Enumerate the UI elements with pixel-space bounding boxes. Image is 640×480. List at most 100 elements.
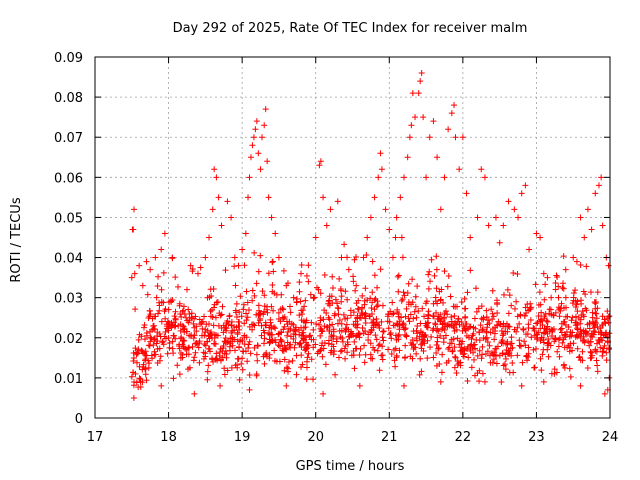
- data-point: [277, 336, 284, 343]
- data-point: [336, 328, 343, 335]
- data-point: [573, 301, 580, 308]
- data-point: [417, 328, 424, 335]
- data-point: [174, 362, 181, 369]
- data-point: [544, 323, 551, 330]
- data-point: [308, 319, 315, 326]
- data-point: [316, 162, 323, 169]
- data-point: [339, 338, 346, 345]
- data-point: [246, 386, 253, 393]
- data-point: [221, 324, 228, 331]
- data-point: [598, 174, 605, 181]
- data-point: [377, 150, 384, 157]
- data-point: [491, 356, 498, 363]
- data-point: [479, 351, 486, 358]
- data-point: [317, 317, 324, 324]
- data-point: [268, 325, 275, 332]
- data-point: [264, 303, 271, 310]
- data-point: [130, 226, 137, 233]
- data-point: [253, 311, 260, 318]
- data-point: [594, 362, 601, 369]
- data-point: [542, 311, 549, 318]
- data-point: [206, 345, 213, 352]
- data-point: [524, 331, 531, 338]
- data-point: [601, 390, 608, 397]
- data-point: [226, 343, 233, 350]
- data-point: [332, 296, 339, 303]
- data-point: [235, 262, 242, 269]
- data-point: [518, 190, 525, 197]
- data-point: [502, 355, 509, 362]
- data-point: [228, 364, 235, 371]
- data-point: [444, 311, 451, 318]
- data-point: [380, 328, 387, 335]
- data-point: [177, 311, 184, 318]
- data-point: [479, 343, 486, 350]
- data-point: [338, 293, 345, 300]
- data-point: [435, 345, 442, 352]
- data-point: [203, 321, 210, 328]
- data-point: [236, 309, 243, 316]
- data-point: [338, 298, 345, 305]
- data-point: [400, 321, 407, 328]
- data-point: [376, 341, 383, 348]
- data-point: [394, 309, 401, 316]
- data-point: [444, 323, 451, 330]
- data-point: [344, 296, 351, 303]
- data-point: [462, 314, 469, 321]
- data-point: [284, 368, 291, 375]
- data-point: [312, 341, 319, 348]
- data-point: [147, 266, 154, 273]
- data-point: [532, 281, 539, 288]
- data-point: [592, 310, 599, 317]
- data-point: [452, 303, 459, 310]
- data-point: [176, 371, 183, 378]
- data-point: [238, 360, 245, 367]
- data-point: [492, 324, 499, 331]
- data-point: [582, 291, 589, 298]
- data-point: [592, 300, 599, 307]
- data-point: [439, 351, 446, 358]
- data-point: [316, 321, 323, 328]
- data-point: [210, 322, 217, 329]
- data-point: [138, 347, 145, 354]
- data-point: [185, 345, 192, 352]
- data-point: [232, 347, 239, 354]
- data-point: [581, 337, 588, 344]
- data-point: [306, 333, 313, 340]
- data-point: [597, 325, 604, 332]
- data-point: [599, 222, 606, 229]
- data-point: [336, 316, 343, 323]
- data-point: [442, 308, 449, 315]
- data-point: [489, 287, 496, 294]
- data-point: [334, 304, 341, 311]
- data-point: [419, 305, 426, 312]
- data-point: [132, 345, 139, 352]
- data-point: [474, 352, 481, 359]
- data-point: [464, 289, 471, 296]
- data-point: [503, 347, 510, 354]
- data-point: [500, 362, 507, 369]
- data-point: [562, 294, 569, 301]
- data-point: [284, 328, 291, 335]
- data-point: [350, 278, 357, 285]
- data-point: [445, 346, 452, 353]
- data-point: [396, 347, 403, 354]
- data-point: [537, 355, 544, 362]
- data-point: [489, 359, 496, 366]
- data-point: [545, 353, 552, 360]
- data-point: [485, 222, 492, 229]
- data-point: [376, 324, 383, 331]
- data-point: [502, 328, 509, 335]
- data-point: [204, 338, 211, 345]
- data-point: [462, 305, 469, 312]
- data-point: [412, 293, 419, 300]
- data-point: [514, 270, 521, 277]
- data-point: [330, 335, 337, 342]
- data-point: [392, 363, 399, 370]
- data-point: [591, 323, 598, 330]
- data-point: [343, 321, 350, 328]
- data-point: [587, 339, 594, 346]
- data-point: [510, 270, 517, 277]
- data-point: [516, 320, 523, 327]
- data-point: [437, 206, 444, 213]
